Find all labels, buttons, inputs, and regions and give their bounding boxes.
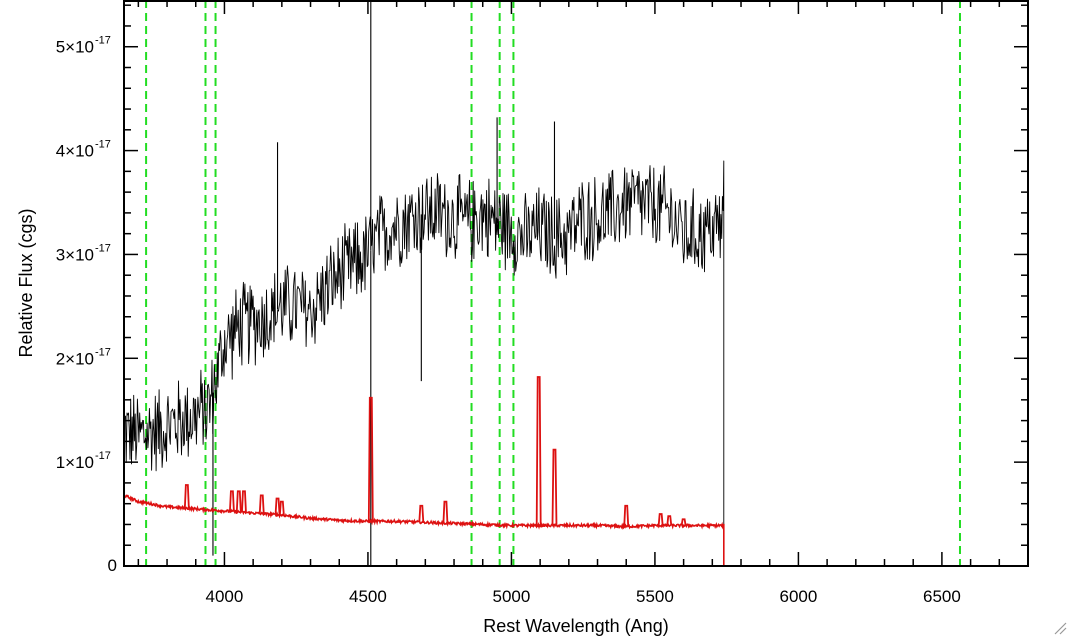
x-tick-label: 4000 — [206, 587, 244, 606]
emission-line — [183, 484, 190, 509]
resize-grip-icon — [1054, 622, 1067, 635]
y-tick-label: 5×10 — [56, 38, 94, 57]
axis-ticks — [124, 0, 1029, 567]
emission-line — [418, 504, 425, 523]
y-tick-exponent: -17 — [95, 346, 111, 358]
y-tick-exponent: -17 — [95, 139, 111, 151]
emission-line — [367, 396, 374, 522]
emission-line — [535, 376, 542, 526]
emission-line — [274, 497, 281, 515]
resize-grip-stroke — [1054, 622, 1067, 635]
x-tick-label: 5000 — [493, 587, 531, 606]
plot-frame — [123, 0, 1029, 567]
emission-line — [657, 513, 664, 526]
y-axis-title: Relative Flux (cgs) — [16, 208, 36, 357]
emission-line — [258, 494, 265, 514]
plot-axes — [123, 0, 1029, 567]
flux-spectrum-line — [124, 160, 1028, 566]
y-tick-exponent: -17 — [95, 35, 111, 47]
emission-line — [666, 515, 673, 526]
spectrum-series — [124, 0, 1028, 566]
emission-line — [278, 500, 285, 516]
emission-line — [551, 448, 558, 526]
x-tick-label: 6000 — [779, 587, 817, 606]
emission-line — [623, 504, 630, 527]
emission-line — [235, 490, 242, 513]
y-tick-label: 2×10 — [56, 349, 94, 368]
y-tick-exponent: -17 — [95, 242, 111, 254]
reference-lines — [145, 0, 961, 566]
x-tick-label: 5500 — [636, 587, 674, 606]
model-spectrum-line — [124, 494, 1028, 566]
x-axis-title: Rest Wavelength (Ang) — [483, 616, 668, 636]
y-tick-label: 1×10 — [56, 453, 94, 472]
emission-line — [241, 490, 247, 513]
emission-line — [680, 518, 687, 526]
y-tick-exponent: -17 — [95, 450, 111, 462]
y-tick-label: 3×10 — [56, 245, 94, 264]
x-tick-label: 4500 — [349, 587, 387, 606]
emission-line — [442, 500, 449, 524]
emission-line — [229, 490, 235, 512]
y-tick-label: 4×10 — [56, 142, 94, 161]
x-tick-label: 6500 — [923, 587, 961, 606]
y-tick-label: 0 — [108, 556, 117, 575]
